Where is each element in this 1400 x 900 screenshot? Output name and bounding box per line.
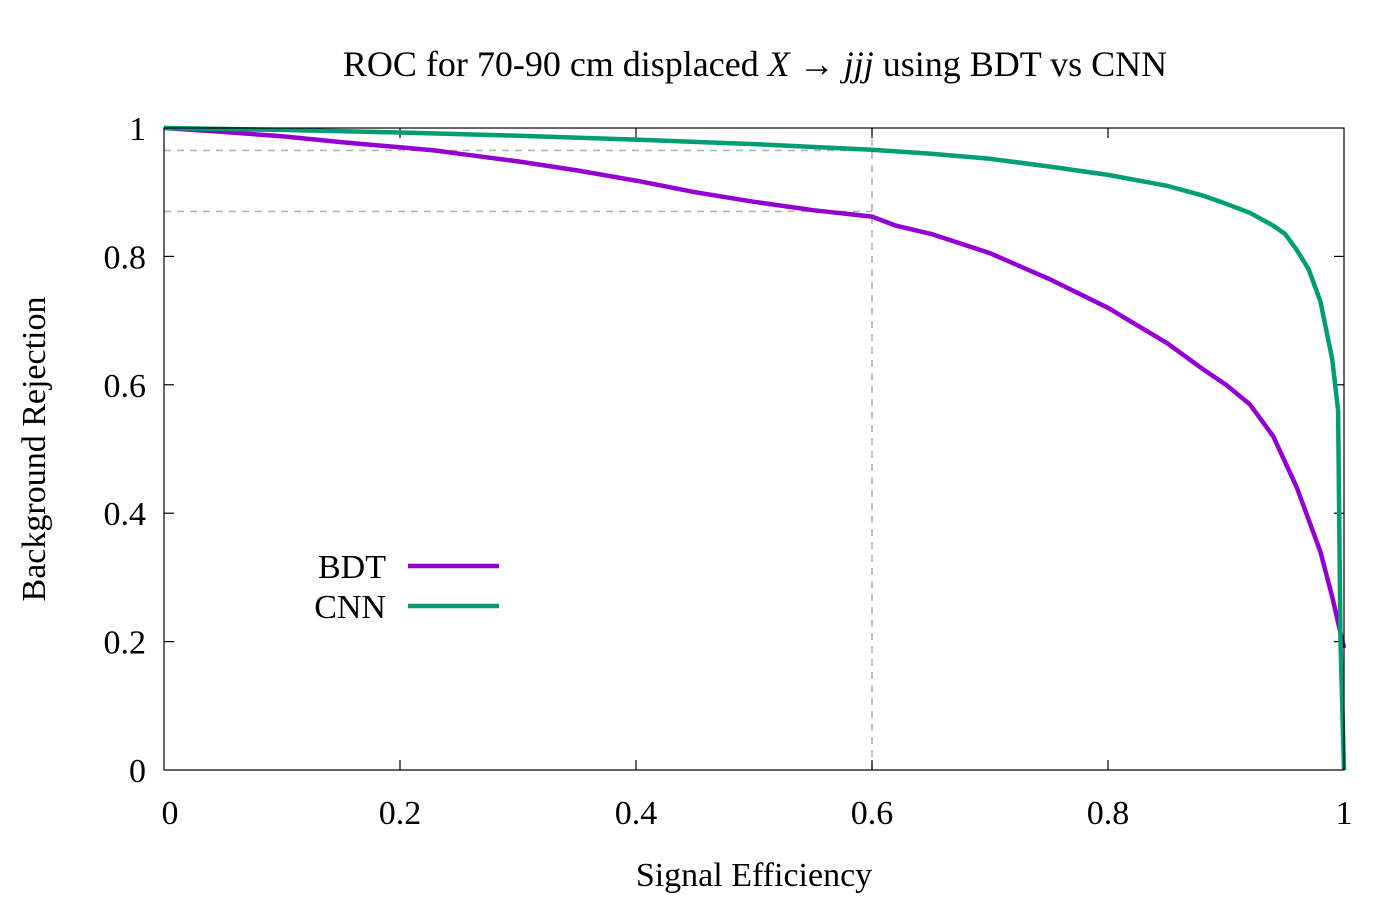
y-tick-label: 0: [129, 753, 146, 790]
y-axis-title: Background Rejection: [16, 297, 53, 602]
x-tick-label: 0.6: [851, 795, 894, 832]
x-tick-label: 0.4: [615, 795, 658, 832]
x-axis-title: Signal Efficiency: [636, 857, 872, 894]
chart-title-var-jjj: jjj: [840, 44, 874, 84]
reference-lines: [164, 128, 873, 770]
x-tick-label: 0: [162, 795, 179, 832]
axis-ticks: [164, 128, 1344, 770]
y-tick-label: 0.2: [104, 625, 147, 662]
chart-title-var-x: X: [766, 44, 792, 84]
plot-frame: [163, 127, 1345, 771]
legend-label-bdt: BDT: [318, 549, 386, 586]
series-line-bdt: [163, 125, 1347, 649]
series-lines: [163, 125, 1347, 771]
x-tick-label: 1: [1336, 795, 1353, 832]
tick-labels: 0 0.2 0.4 0.6 0.8 1 0 0.2 0.4 0.6 0.8 1: [104, 111, 1353, 832]
y-tick-label: 0.8: [104, 239, 147, 276]
y-tick-label: 0.6: [104, 368, 147, 405]
chart-title-prefix: ROC for 70-90 cm displaced: [343, 44, 768, 84]
series-line-cnn: [163, 125, 1347, 771]
y-tick-label: 0.4: [104, 496, 147, 533]
chart-title-arrow: →: [790, 44, 844, 84]
x-tick-label: 0.2: [379, 795, 422, 832]
chart-title: ROC for 70-90 cm displaced X → jjj using…: [343, 44, 1167, 84]
y-tick-label: 1: [129, 111, 146, 148]
x-tick-label: 0.8: [1087, 795, 1130, 832]
legend-label-cnn: CNN: [314, 589, 386, 626]
chart-title-suffix: using BDT vs CNN: [874, 44, 1167, 84]
